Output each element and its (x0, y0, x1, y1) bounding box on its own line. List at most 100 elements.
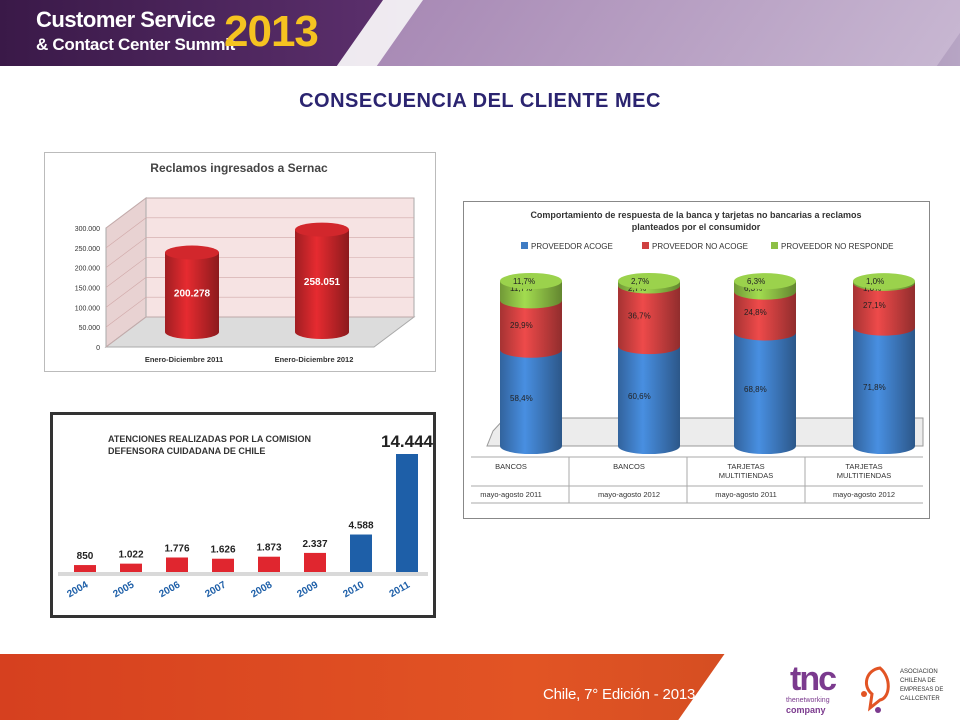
data-label: 68,8% (744, 385, 767, 394)
chart-title-line2: DEFENSORA CUIDADANA DE CHILE (108, 446, 265, 456)
stack-top (853, 273, 915, 290)
legend-label: PROVEEDOR NO RESPONDE (781, 242, 893, 251)
x-subtick-label: mayo-agosto 2012 (598, 490, 660, 499)
data-label: 2,7% (628, 284, 646, 293)
stack-segment (618, 346, 680, 455)
tnc-subtitle: thenetworking (786, 697, 830, 704)
data-label: 58,4% (510, 394, 533, 403)
bar (350, 534, 372, 572)
stack-segment (618, 285, 680, 355)
data-label: 1.022 (118, 550, 143, 561)
data-label: 200.278 (174, 288, 211, 299)
y-tick-label: 100.000 (75, 305, 100, 312)
stack-segment (734, 291, 796, 341)
y-tick-label: 200.000 (75, 266, 100, 273)
y-tick-label: 150.000 (75, 286, 100, 293)
summit-logo-line1: Customer Service (36, 7, 216, 32)
bar (396, 454, 418, 572)
legend-label: PROVEEDOR ACOGE (531, 242, 613, 251)
data-label: 850 (77, 551, 94, 562)
x-tick-label: BANCOS (613, 462, 645, 471)
chart-title: Reclamos ingresados a Sernac (150, 161, 328, 175)
x-tick-label: MULTITIENDAS (837, 471, 891, 480)
comision-chart: ATENCIONES REALIZADAS POR LA COMISION DE… (50, 412, 436, 618)
data-label: 71,8% (863, 383, 886, 392)
stack-segment (500, 349, 562, 455)
y-tick-label: 0 (96, 345, 100, 352)
data-label: 24,8% (744, 308, 767, 317)
tnc-logo: tnc (790, 660, 837, 698)
y-tick-label: 250.000 (75, 246, 100, 253)
x-subtick-label: mayo-agosto 2012 (833, 490, 895, 499)
stack-segment (734, 332, 796, 455)
stack-top (618, 272, 680, 290)
data-label: 11,7% (513, 277, 535, 286)
bar-cylinder-top (295, 222, 349, 237)
summit-logo-year: 2013 (224, 7, 319, 56)
achec-line: EMPRESAS DE (900, 687, 944, 693)
data-label: 6,3% (747, 277, 765, 286)
x-tick-label: MULTITIENDAS (719, 471, 773, 480)
x-tick-label: Enero-Diciembre 2011 (145, 355, 223, 364)
data-label: 1,0% (866, 277, 884, 286)
achec-line: CALLCENTER (900, 696, 940, 702)
x-tick-label: Enero-Diciembre 2012 (275, 355, 354, 364)
data-label: 4.588 (348, 521, 373, 532)
bar (120, 563, 142, 572)
data-label: 1.626 (210, 545, 235, 556)
data-label: 6,3% (744, 284, 762, 293)
data-label: 29,9% (510, 321, 533, 330)
achec-line: CHILENA DE (900, 678, 936, 684)
bar (212, 558, 234, 572)
stack-segment (853, 327, 915, 455)
data-label: 2,7% (631, 277, 649, 286)
x-tick-label: TARJETAS (727, 462, 764, 471)
bar (304, 552, 326, 572)
stack-segment (500, 300, 562, 358)
x-subtick-label: mayo-agosto 2011 (480, 490, 542, 499)
bar (74, 565, 96, 572)
gridline (105, 217, 414, 249)
bar-cylinder (295, 229, 349, 340)
floor (104, 316, 416, 348)
achec-name: ASOCIACION CHILENA DE EMPRESAS DE CALLCE… (900, 668, 943, 704)
bar-cylinder-top (165, 245, 219, 260)
x-subtick-label: mayo-agosto 2011 (715, 490, 777, 499)
bar-cylinder (165, 252, 219, 340)
summit-logo-line2: & Contact Center Summit (36, 35, 236, 54)
gridline (105, 197, 414, 229)
tnc-company: company (786, 705, 826, 715)
x-axis-band (58, 572, 428, 576)
y-tick-label: 300.000 (75, 226, 100, 233)
chart-frame (50, 412, 436, 618)
stack-top (500, 272, 562, 290)
chart-title-line1: ATENCIONES REALIZADAS POR LA COMISION (108, 434, 311, 444)
slide-title: CONSECUENCIA DEL CLIENTE MEC (299, 90, 661, 112)
stack-top (734, 273, 796, 290)
legend-swatch (771, 242, 778, 249)
achec-line: ASOCIACION (900, 669, 938, 675)
data-label: 36,7% (628, 312, 651, 321)
legend-label: PROVEEDOR NO ACOGE (652, 242, 748, 251)
data-label: 1.873 (256, 543, 281, 554)
data-label: 14.444 (381, 432, 434, 451)
achec-logo-icon (861, 666, 890, 713)
x-tick-label: TARJETAS (845, 462, 882, 471)
y-tick-label: 50.000 (79, 325, 101, 332)
data-label: 1.776 (164, 543, 189, 554)
footer-banner (0, 654, 960, 720)
legend-swatch (642, 242, 649, 249)
data-label: 2.337 (302, 539, 327, 550)
header-stripe (359, 0, 960, 66)
legend-swatch (521, 242, 528, 249)
edition-text: Chile, 7° Edición - 2013 (543, 686, 696, 703)
x-tick-label: BANCOS (495, 462, 527, 471)
banca-chart: Comportamiento de respuesta de la banca … (463, 201, 930, 519)
data-label: 1,0% (863, 284, 881, 293)
data-label: 60,6% (628, 392, 651, 401)
sernac-chart: Reclamos ingresados a Sernac 0 50.000 100.… (44, 152, 436, 372)
bar (166, 557, 188, 572)
chart-title-line2: planteados por el consumidor (632, 222, 761, 232)
data-label: 258.051 (304, 277, 341, 288)
stack-segment (853, 282, 915, 336)
